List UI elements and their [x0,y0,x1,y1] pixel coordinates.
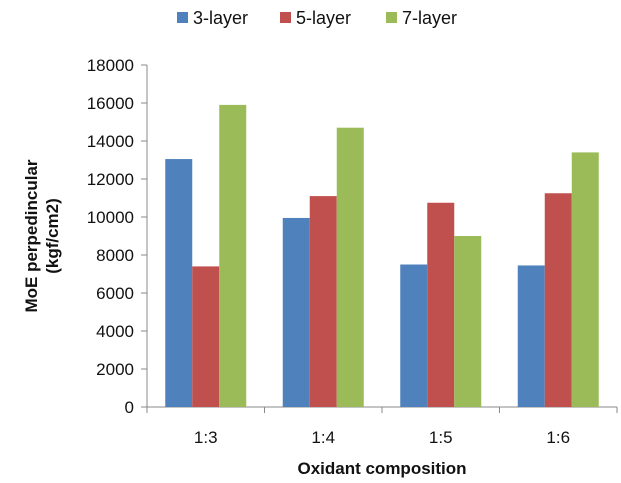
y-axis-title-line-1: MoE perpedincular [22,159,41,312]
y-tick-label: 6000 [96,284,134,303]
x-tick-label: 1:3 [194,428,218,447]
bar-7-layer-1:4 [336,127,364,407]
y-tick-label: 4000 [96,322,134,341]
legend-label: 7-layer [402,8,457,28]
bar-3-layer-1:4 [282,217,310,407]
bar-5-layer-1:4 [309,196,337,407]
bars [165,104,599,408]
y-tick-label: 16000 [87,94,134,113]
x-tick-label: 1:5 [429,428,453,447]
x-tick-label: 1:4 [311,428,335,447]
bar-5-layer-1:5 [427,202,455,407]
y-tick-label: 10000 [87,208,134,227]
bar-3-layer-1:3 [165,159,193,407]
y-axis-title-line-2: (kgf/cm2) [43,198,62,274]
bar-3-layer-1:5 [400,264,428,407]
y-axis: 0 2000 4000 6000 8000 10000 12000 14000 16000 180… [87,56,148,417]
x-axis-title: Oxidant composition [297,459,466,478]
legend-label: 3-layer [193,8,248,28]
x-tick-label: 1:6 [546,428,570,447]
legend: 3-layer 5-layer 7-layer [177,8,457,28]
bar-3-layer-1:6 [517,265,545,407]
bar-5-layer-1:3 [192,266,220,407]
y-tick-label: 18000 [87,56,134,75]
y-tick-label: 12000 [87,170,134,189]
legend-label: 5-layer [296,8,351,28]
legend-swatch [280,12,291,23]
bar-7-layer-1:6 [571,152,599,407]
y-tick-label: 8000 [96,246,134,265]
bar-7-layer-1:5 [454,236,482,407]
legend-swatch [177,12,188,23]
bar-5-layer-1:6 [544,193,572,407]
y-tick-label: 2000 [96,360,134,379]
legend-swatch [386,12,397,23]
y-tick-label: 14000 [87,132,134,151]
y-tick-label: 0 [125,398,134,417]
x-axis: 1:3 1:4 1:5 1:6 [146,406,618,447]
bar-7-layer-1:3 [219,104,247,408]
axis-titles: Oxidant composition MoE perpedincular (k… [22,159,467,478]
